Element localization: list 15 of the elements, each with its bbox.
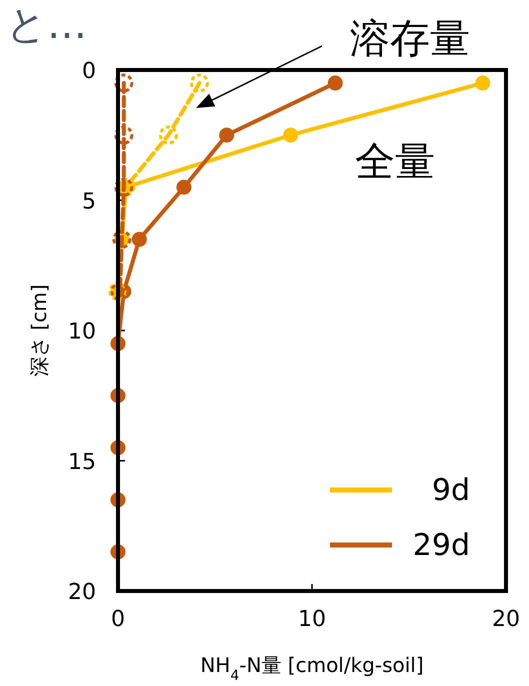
y-tick-label: 10	[68, 320, 96, 344]
legend-label: 9d	[432, 473, 470, 508]
y-tick-label: 5	[82, 189, 96, 214]
x-axis-title: NH$_{4}$-N量 [cmol/kg-soil]	[200, 653, 424, 684]
annotation: 全量	[355, 139, 435, 185]
x-tick-label: 20	[492, 607, 520, 632]
x-tick-label: 10	[298, 607, 326, 632]
y-tick-label: 15	[68, 450, 96, 475]
y-tick-label: 0	[82, 59, 96, 84]
chart-title: と…	[6, 2, 87, 48]
legend-label: 29d	[412, 528, 470, 563]
y-tick-label: 20	[68, 580, 96, 605]
x-tick-label: 0	[111, 607, 125, 632]
text: 溶存量	[350, 16, 470, 62]
y-axis-title: 深さ [cm]	[27, 284, 51, 377]
